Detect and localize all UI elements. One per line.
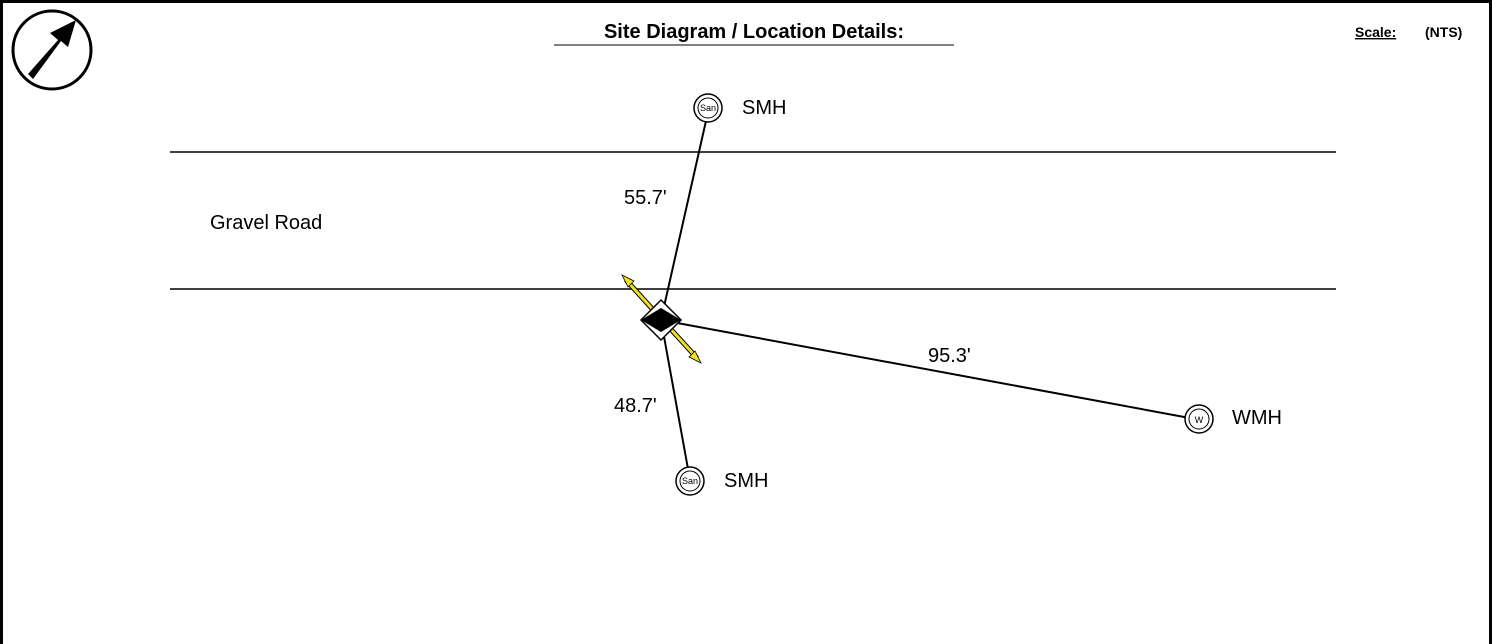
manhole-label: SMH (724, 470, 768, 492)
measure-line (660, 319, 691, 481)
measure-line (660, 319, 1196, 420)
manhole-symbol: San (700, 103, 716, 113)
measure-line (660, 111, 709, 321)
scale-value: (NTS) (1425, 24, 1462, 40)
distance-label: 55.7' (624, 187, 667, 209)
manhole-label: WMH (1232, 407, 1282, 429)
distance-label: 48.7' (614, 395, 657, 417)
distance-label: 95.3' (928, 345, 971, 367)
road-label: Gravel Road (210, 212, 322, 234)
manhole-symbol: W (1195, 415, 1204, 425)
manhole-label: SMH (742, 97, 786, 119)
valve-symbol (639, 298, 683, 342)
title: Site Diagram / Location Details: (604, 21, 904, 43)
manhole: San (675, 466, 705, 496)
scale-label: Scale: (1355, 24, 1396, 40)
manhole: San (693, 93, 723, 123)
manhole-symbol: San (682, 476, 698, 486)
north-arrow (11, 9, 93, 91)
manhole: W (1184, 404, 1214, 434)
